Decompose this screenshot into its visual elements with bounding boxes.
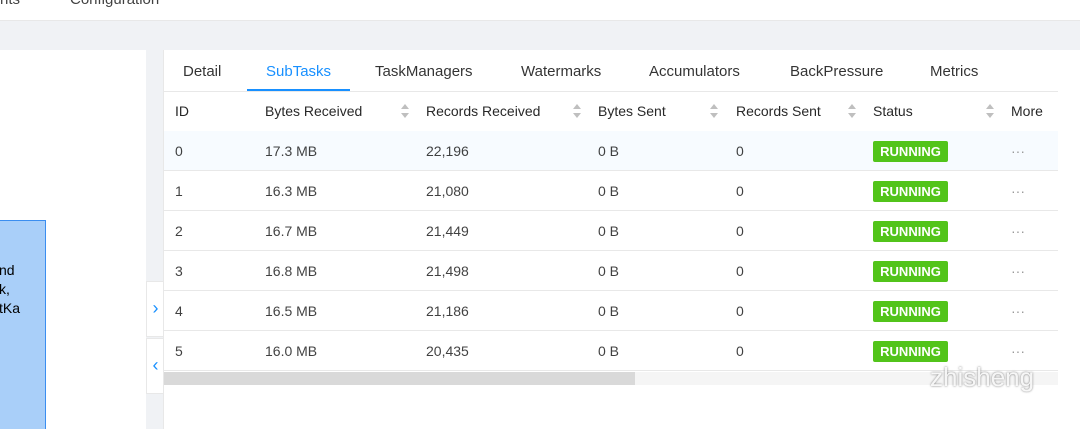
- sort-icon[interactable]: [401, 113, 409, 118]
- cell[interactable]: ···: [1011, 143, 1025, 159]
- cell: 0: [736, 183, 744, 199]
- column-header[interactable]: Status: [873, 103, 913, 119]
- cell: 22,196: [426, 143, 469, 159]
- nav-item[interactable]: Configuration: [70, 0, 159, 8]
- cell: 0: [736, 143, 744, 159]
- tab[interactable]: Watermarks: [521, 63, 602, 80]
- sort-icon[interactable]: [401, 104, 409, 109]
- cell: 17.3 MB: [265, 143, 318, 159]
- cell: 0: [736, 223, 744, 239]
- tab[interactable]: BackPressure: [790, 63, 884, 80]
- cell: 20,435: [426, 343, 469, 359]
- sort-icon[interactable]: [710, 104, 718, 109]
- column-header[interactable]: Bytes Sent: [598, 103, 666, 119]
- tab[interactable]: Metrics: [930, 63, 979, 80]
- cell: 0: [736, 303, 744, 319]
- tab[interactable]: Accumulators: [649, 63, 740, 80]
- cell[interactable]: ···: [1011, 343, 1025, 359]
- status-badge: RUNNING: [873, 181, 948, 202]
- cell[interactable]: ···: [1011, 263, 1025, 279]
- cell: 0: [175, 143, 183, 159]
- cell: 1: [175, 183, 183, 199]
- watermark: zhisheng: [930, 362, 1035, 392]
- cell: 16.0 MB: [265, 343, 318, 359]
- status-badge: RUNNING: [873, 301, 948, 322]
- status-badge: RUNNING: [873, 141, 948, 162]
- cell: 0 B: [598, 223, 620, 239]
- graph-node[interactable]: nd k, tKa: [0, 220, 46, 429]
- column-header: ID: [175, 103, 189, 119]
- top-nav: nts Configuration: [0, 0, 1080, 21]
- cell[interactable]: ···: [1011, 303, 1025, 319]
- cell: 0: [736, 263, 744, 279]
- column-header[interactable]: Records Received: [426, 103, 541, 119]
- tab[interactable]: SubTasks: [266, 63, 332, 80]
- cell: 2: [175, 223, 183, 239]
- status-badge: RUNNING: [873, 261, 948, 282]
- column-header[interactable]: Records Sent: [736, 103, 821, 119]
- cell: 21,080: [426, 183, 469, 199]
- sort-icon[interactable]: [986, 113, 994, 118]
- status-badge: RUNNING: [873, 221, 948, 242]
- node-line: tKa: [0, 300, 21, 316]
- cell: 0 B: [598, 263, 620, 279]
- tab-underline: [247, 89, 350, 91]
- cell: 0 B: [598, 143, 620, 159]
- tab[interactable]: Detail: [183, 63, 222, 80]
- table-header: [164, 92, 1058, 132]
- cell: 16.5 MB: [265, 303, 318, 319]
- column-header[interactable]: Bytes Received: [265, 103, 363, 119]
- tab-bar-border: [164, 91, 1058, 92]
- cell: 21,498: [426, 263, 469, 279]
- cell: 3: [175, 263, 183, 279]
- sort-icon[interactable]: [573, 104, 581, 109]
- cell: 21,449: [426, 223, 469, 239]
- graph-panel: nd k, tKa: [0, 50, 146, 429]
- sort-icon[interactable]: [710, 113, 718, 118]
- cell: 21,186: [426, 303, 469, 319]
- sort-icon[interactable]: [848, 113, 856, 118]
- status-badge: RUNNING: [873, 341, 948, 362]
- node-line: k,: [0, 281, 10, 297]
- cell: 16.3 MB: [265, 183, 318, 199]
- sort-icon[interactable]: [848, 104, 856, 109]
- sort-icon[interactable]: [573, 113, 581, 118]
- collapse-button[interactable]: ‹: [146, 338, 165, 394]
- node-line: nd: [0, 262, 15, 278]
- cell: 4: [175, 303, 183, 319]
- cell: 0: [736, 343, 744, 359]
- cell: 0 B: [598, 343, 620, 359]
- cell: 5: [175, 343, 183, 359]
- cell[interactable]: ···: [1011, 223, 1025, 239]
- sort-icon[interactable]: [986, 104, 994, 109]
- node-label: nd k, tKa: [0, 261, 20, 318]
- nav-item[interactable]: nts: [0, 0, 20, 8]
- column-header: More: [1011, 103, 1043, 119]
- cell: 16.7 MB: [265, 223, 318, 239]
- scrollbar-thumb[interactable]: [164, 372, 635, 385]
- tab[interactable]: TaskManagers: [375, 63, 473, 80]
- cell[interactable]: ···: [1011, 183, 1025, 199]
- cell: 0 B: [598, 183, 620, 199]
- cell: 16.8 MB: [265, 263, 318, 279]
- cell: 0 B: [598, 303, 620, 319]
